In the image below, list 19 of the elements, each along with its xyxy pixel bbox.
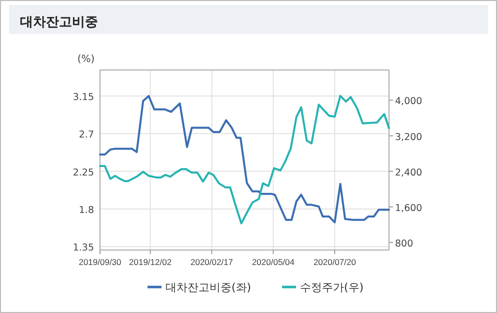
y-axis-title: (%) — [77, 54, 95, 65]
y2-tick-label: 800 — [395, 238, 414, 250]
y-tick-label: 2.25 — [72, 167, 94, 178]
legend-label: 대차잔고비중(좌) — [166, 281, 252, 294]
x-tick-label: 2020/07/20 — [313, 257, 356, 267]
y2-tick-label: 2,400 — [395, 167, 422, 178]
y2-tick-label: 3,200 — [395, 132, 422, 143]
y2-tick-label: 1,600 — [395, 202, 422, 214]
y-tick-label: 1.35 — [72, 242, 94, 254]
x-tick-label: 2020/05/04 — [252, 257, 295, 267]
legend-label: 수정주가(우) — [300, 281, 364, 294]
x-tick-label: 2019/09/30 — [78, 257, 122, 267]
y-tick-label: 3.15 — [72, 92, 94, 103]
x-tick-label: 2019/12/02 — [129, 257, 172, 267]
x-tick-label: 2020/02/17 — [190, 257, 234, 267]
chart-title: 대차잔고비중 — [20, 15, 98, 30]
y2-tick-label: 4,000 — [395, 96, 422, 108]
y-tick-label: 2.7 — [78, 130, 94, 141]
y-tick-label: 1.8 — [78, 204, 94, 216]
